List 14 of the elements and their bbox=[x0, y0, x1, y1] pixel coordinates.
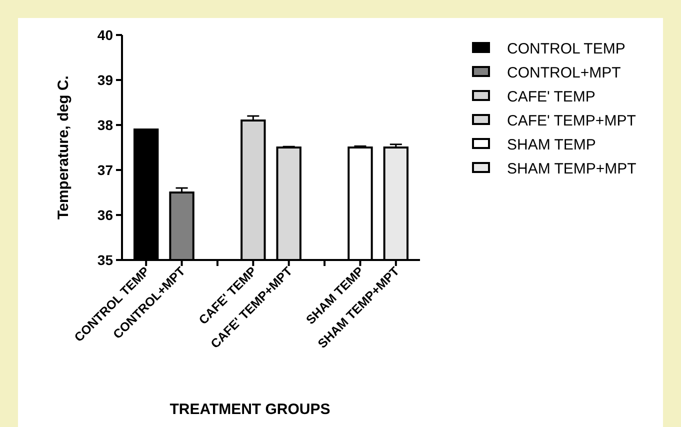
y-tick-label: 35 bbox=[97, 252, 114, 268]
legend-label: CAFE' TEMP+MPT bbox=[507, 112, 636, 130]
y-tick-label: 40 bbox=[97, 26, 114, 43]
legend-label: CONTROL TEMP bbox=[507, 40, 626, 58]
y-tick-label: 37 bbox=[97, 162, 114, 178]
y-tick-label: 36 bbox=[97, 206, 114, 223]
legend-label: SHAM TEMP bbox=[507, 136, 596, 154]
legend-label: CAFE' TEMP bbox=[507, 88, 596, 106]
legend-label: SHAM TEMP+MPT bbox=[507, 160, 636, 178]
y-tick-label: 38 bbox=[97, 116, 114, 133]
legend-label: CONTROL+MPT bbox=[507, 64, 621, 82]
x-axis-title: TREATMENT GROUPS bbox=[170, 401, 330, 418]
y-axis-title: Temperature, deg C. bbox=[55, 76, 72, 220]
y-tick-label: 39 bbox=[97, 72, 114, 88]
